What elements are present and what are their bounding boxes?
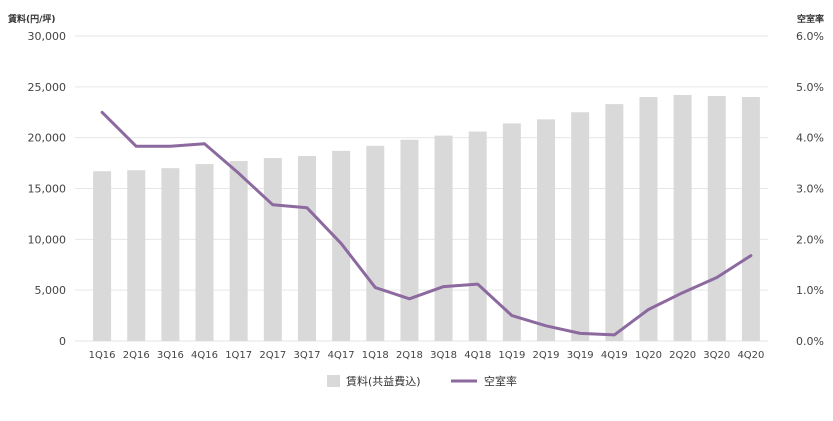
x-tick-label: 2Q20 [669, 350, 696, 361]
rent-bar [639, 97, 658, 341]
rent-bar [297, 155, 316, 341]
rent-bar [468, 131, 487, 341]
rent-bar [571, 112, 590, 341]
legend-label-vacancy: 空室率 [484, 374, 517, 388]
right-tick-label: 6.0% [796, 30, 824, 43]
left-axis-label: 賃料(円/坪) [7, 13, 56, 25]
rent-bar [263, 158, 282, 341]
gridlines [75, 35, 768, 342]
rent-bar [195, 164, 214, 341]
rent-bar [537, 119, 556, 341]
x-tick-label: 1Q16 [89, 350, 116, 361]
x-tick-label: 2Q19 [533, 350, 560, 361]
x-tick-label: 4Q16 [191, 350, 218, 361]
vacancy-line-series [100, 110, 753, 337]
x-tick-label: 3Q16 [157, 350, 184, 361]
legend: 賃料(共益費込) 空室率 [327, 374, 517, 388]
legend-label-rent: 賃料(共益費込) [346, 374, 421, 388]
x-tick-label: 3Q17 [293, 350, 320, 361]
right-tick-label: 5.0% [796, 81, 824, 94]
x-tick-label: 4Q18 [464, 350, 491, 361]
left-tick-label: 5,000 [35, 284, 67, 297]
right-axis-label: 空室率 [797, 13, 824, 25]
x-tick-label: 2Q18 [396, 350, 423, 361]
x-tick-label: 3Q19 [567, 350, 594, 361]
x-tick-label: 1Q20 [635, 350, 662, 361]
rent-bar [605, 104, 624, 341]
x-tick-label: 2Q16 [123, 350, 150, 361]
x-tick-label: 1Q19 [498, 350, 525, 361]
left-tick-label: 30,000 [28, 30, 67, 43]
x-tick-label: 1Q17 [225, 350, 252, 361]
rent-bars [93, 94, 760, 341]
rent-bar [741, 97, 760, 341]
x-tick-label: 3Q20 [703, 350, 730, 361]
rent-bar [707, 95, 726, 341]
right-axis-ticks: 0.0% 1.0% 2.0% 3.0% 4.0% 5.0% 6.0% [796, 30, 824, 348]
rent-bar [366, 145, 385, 341]
right-tick-label: 3.0% [796, 183, 824, 196]
rent-bar [161, 168, 180, 341]
legend-swatch-rent [327, 375, 340, 387]
left-tick-label: 0 [59, 335, 66, 348]
vacancy-line [100, 110, 753, 337]
rent-bar [127, 170, 146, 341]
left-axis-ticks: 0 5,000 10,000 15,000 20,000 25,000 30,000 [28, 30, 67, 348]
right-tick-label: 2.0% [796, 233, 824, 246]
rent-bar [502, 123, 521, 341]
left-tick-label: 15,000 [28, 183, 67, 196]
x-axis-ticks: 1Q16 2Q16 3Q16 4Q16 1Q17 2Q17 3Q17 4Q17 1Q18 2Q18… [89, 350, 765, 361]
x-tick-label: 4Q19 [601, 350, 628, 361]
left-tick-label: 25,000 [28, 81, 67, 94]
left-tick-label: 10,000 [28, 233, 67, 246]
x-tick-label: 3Q18 [430, 350, 457, 361]
rent-bar [332, 150, 351, 341]
rent-bar [434, 135, 453, 341]
rent-bar [673, 94, 692, 341]
x-tick-label: 2Q17 [259, 350, 286, 361]
x-tick-label: 4Q20 [737, 350, 764, 361]
right-tick-label: 1.0% [796, 284, 824, 297]
right-tick-label: 0.0% [796, 335, 824, 348]
left-tick-label: 20,000 [28, 132, 67, 145]
rent-bar [400, 139, 419, 341]
x-tick-label: 4Q17 [328, 350, 355, 361]
rent-bar [93, 171, 112, 341]
rent-bar [229, 161, 248, 341]
right-tick-label: 4.0% [796, 132, 824, 145]
x-tick-label: 1Q18 [362, 350, 389, 361]
